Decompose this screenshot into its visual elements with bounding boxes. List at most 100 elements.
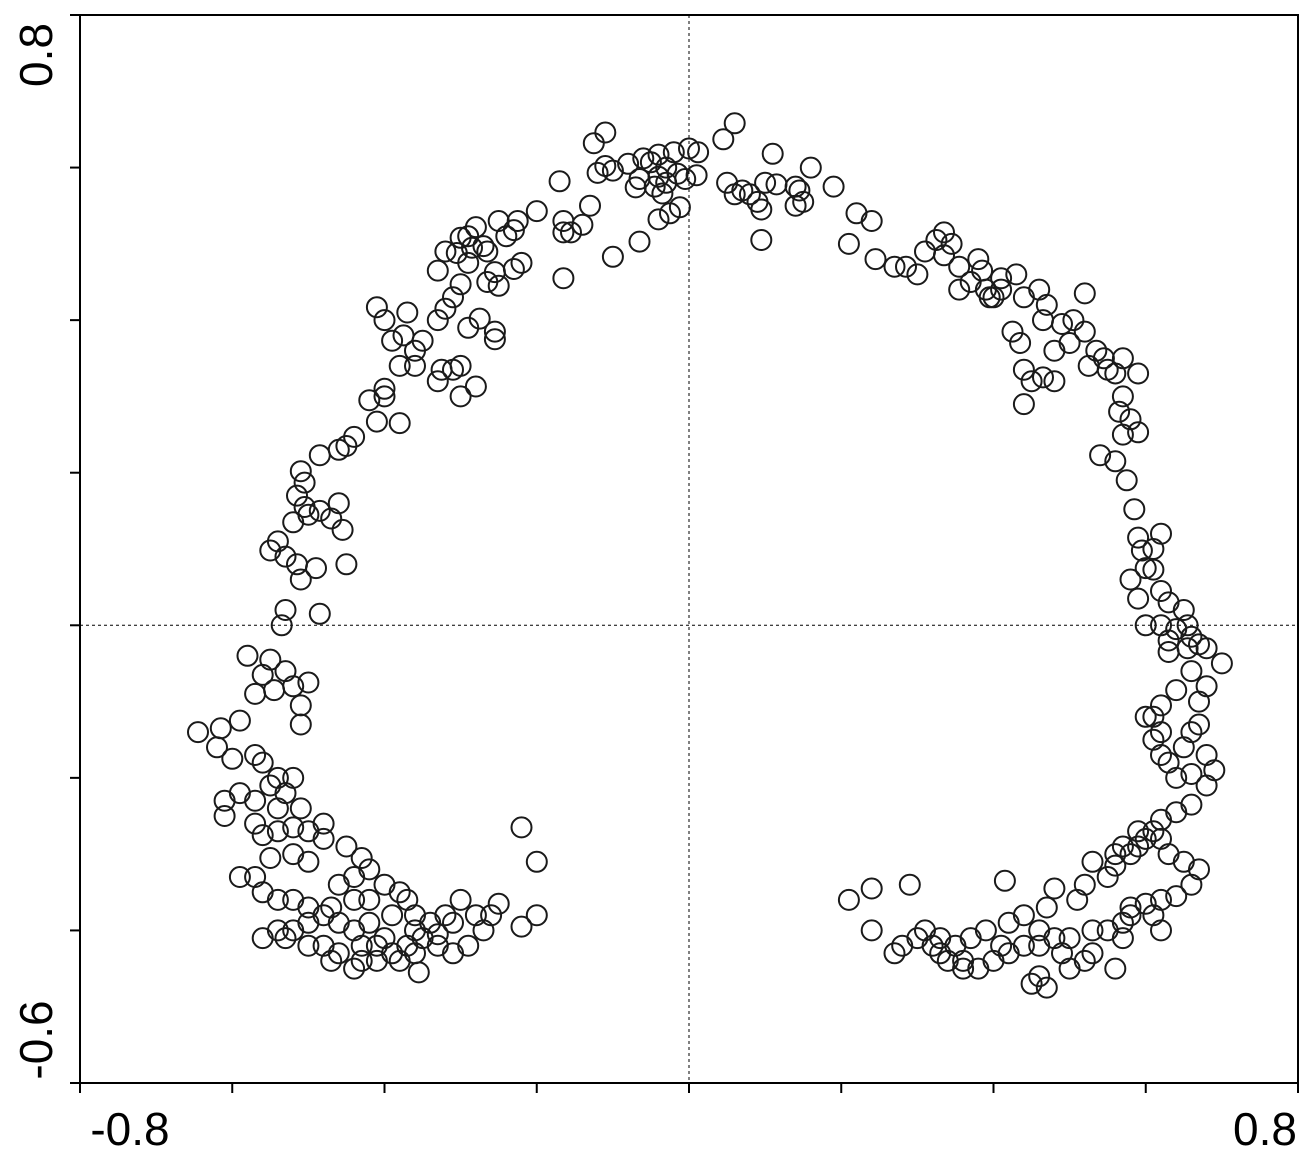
data-point	[1178, 638, 1198, 658]
data-point	[222, 749, 242, 769]
data-point	[824, 177, 844, 197]
data-point	[717, 173, 737, 193]
data-point	[1060, 333, 1080, 353]
data-point	[968, 249, 988, 269]
data-point	[1166, 802, 1186, 822]
data-point	[885, 257, 905, 277]
data-point	[329, 913, 349, 933]
x-tick-label-max: 0.8	[1233, 1103, 1297, 1151]
data-point	[230, 783, 250, 803]
data-point	[253, 882, 273, 902]
data-point	[283, 512, 303, 532]
data-point	[298, 913, 318, 933]
data-point	[310, 604, 330, 624]
data-point	[1044, 341, 1064, 361]
data-point	[1044, 879, 1064, 899]
data-point	[489, 894, 509, 914]
data-point	[1151, 581, 1171, 601]
data-point	[1033, 367, 1053, 387]
data-point	[1044, 928, 1064, 948]
data-point	[260, 848, 280, 868]
y-tick-label-min: -0.6	[10, 1000, 62, 1079]
data-point	[949, 280, 969, 300]
data-point	[451, 890, 471, 910]
data-point	[1037, 898, 1057, 918]
data-point	[264, 680, 284, 700]
data-point	[595, 123, 615, 143]
data-point	[866, 249, 886, 269]
data-point	[786, 177, 806, 197]
data-point	[276, 783, 296, 803]
data-point	[767, 174, 787, 194]
data-point	[1197, 638, 1217, 658]
data-point	[527, 201, 547, 221]
data-point	[1060, 959, 1080, 979]
data-point	[900, 875, 920, 895]
data-point	[1204, 760, 1224, 780]
data-point	[230, 711, 250, 731]
data-point	[713, 129, 733, 149]
data-point	[580, 196, 600, 216]
data-point	[961, 928, 981, 948]
data-point	[1105, 364, 1125, 384]
data-point	[245, 684, 265, 704]
data-point	[291, 695, 311, 715]
data-point	[188, 722, 208, 742]
data-point	[474, 920, 494, 940]
y-tick-label-max: 0.8	[10, 23, 62, 87]
data-point	[1022, 371, 1042, 391]
data-point	[306, 558, 326, 578]
data-point	[336, 554, 356, 574]
data-point	[1052, 943, 1072, 963]
data-point	[553, 268, 573, 288]
data-point	[352, 848, 372, 868]
data-point	[725, 184, 745, 204]
data-point	[298, 852, 318, 872]
data-point	[1014, 936, 1034, 956]
data-point	[630, 232, 650, 252]
data-point	[1197, 745, 1217, 765]
data-point	[1010, 333, 1030, 353]
data-point	[847, 203, 867, 223]
data-points	[188, 113, 1232, 997]
data-point	[435, 299, 455, 319]
data-point	[550, 171, 570, 191]
data-point	[1174, 737, 1194, 757]
data-point	[298, 505, 318, 525]
data-point	[1079, 356, 1099, 376]
data-point	[344, 920, 364, 940]
data-point	[435, 242, 455, 262]
data-point	[1212, 653, 1232, 673]
data-point	[1098, 867, 1118, 887]
data-point	[291, 798, 311, 818]
data-point	[367, 412, 387, 432]
data-point	[1128, 589, 1148, 609]
data-point	[283, 890, 303, 910]
data-point	[907, 264, 927, 284]
data-point	[512, 817, 532, 837]
data-point	[945, 936, 965, 956]
x-tick-label-min: -0.8	[90, 1103, 169, 1151]
data-point	[283, 844, 303, 864]
data-point	[1143, 905, 1163, 925]
data-point	[649, 209, 669, 229]
data-point	[984, 951, 1004, 971]
data-point	[1052, 314, 1072, 334]
data-point	[1075, 283, 1095, 303]
data-point	[1075, 875, 1095, 895]
data-point	[1014, 905, 1034, 925]
data-point	[801, 158, 821, 178]
data-point	[344, 867, 364, 887]
data-point	[751, 230, 771, 250]
data-point	[1083, 852, 1103, 872]
data-point	[1132, 541, 1152, 561]
data-point	[995, 871, 1015, 891]
data-point	[1151, 524, 1171, 544]
data-point	[1117, 470, 1137, 490]
data-point	[915, 242, 935, 262]
data-point	[238, 646, 258, 666]
data-point	[420, 913, 440, 933]
data-point	[443, 943, 463, 963]
data-point	[1159, 844, 1179, 864]
data-point	[329, 875, 349, 895]
